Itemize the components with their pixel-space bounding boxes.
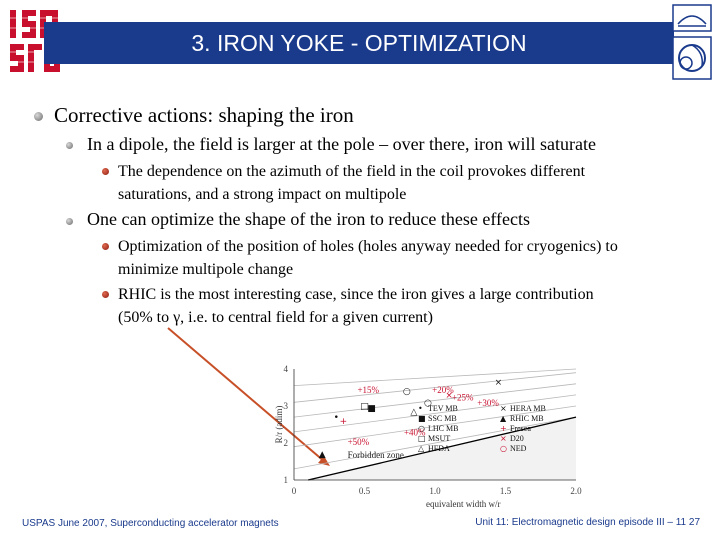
bullet-level3: The dependence on the azimuth of the fie… — [118, 160, 698, 206]
bullet-icon — [66, 218, 73, 225]
y-tick-label: 3 — [284, 401, 289, 411]
legend-label: D20 — [510, 434, 524, 443]
y-tick-label: 1 — [284, 475, 289, 485]
legend-symbol: ○ — [500, 444, 507, 453]
bullet-line: Optimization of the position of holes (h… — [118, 238, 618, 255]
page-title: 3. IRON YOKE - OPTIMIZATION — [191, 29, 527, 56]
data-point: □ — [360, 402, 369, 412]
data-point: ■ — [367, 404, 376, 414]
legend-symbol: ■ — [418, 414, 426, 423]
y-axis-label: R/r (adim) — [274, 406, 284, 444]
bullet-icon — [102, 291, 109, 298]
bullet-line: minimize multipole change — [118, 261, 294, 278]
iso-line — [293, 416, 577, 470]
iso-line — [293, 405, 577, 448]
data-point: ○ — [424, 398, 432, 408]
bullet-icon — [34, 112, 43, 121]
legend-label: Fresca — [510, 424, 531, 433]
bullet-line: The dependence on the azimuth of the fie… — [118, 163, 586, 180]
legend-label: LHC MB — [428, 424, 458, 433]
data-point: ○ — [403, 387, 411, 397]
x-tick-label: 2.0 — [570, 486, 582, 496]
percent-label: +25% — [452, 392, 474, 402]
footer-right: Unit 11: Electromagnetic design episode … — [475, 517, 700, 528]
legend-label: TEV MB — [428, 404, 458, 413]
percent-label: +15% — [357, 385, 379, 395]
cern-logo — [672, 36, 712, 80]
legend-symbol: + — [500, 424, 507, 433]
legend-symbol: △ — [418, 444, 425, 453]
iso-line — [293, 383, 577, 418]
title-bar: 3. IRON YOKE - OPTIMIZATION — [44, 22, 674, 64]
data-point: × — [495, 378, 503, 388]
bullet-icon — [66, 142, 73, 149]
y-tick-label: 2 — [284, 438, 289, 448]
legend-label: HERA MB — [510, 404, 546, 413]
legend-symbol: ○ — [418, 424, 425, 433]
data-point: △ — [410, 408, 417, 418]
percent-label: +40% — [404, 428, 426, 438]
forbidden-zone-label: Forbidden zone — [348, 450, 404, 460]
percent-label: +20% — [432, 385, 454, 395]
bullet-icon — [102, 243, 109, 250]
legend-label: NED — [510, 444, 527, 453]
legend-label: SSC MB — [428, 414, 457, 423]
footer-left: USPAS June 2007, Superconducting acceler… — [22, 518, 279, 529]
legend-symbol: ▲ — [500, 414, 507, 423]
x-tick-label: 1.5 — [500, 486, 512, 496]
data-point: ▲ — [319, 450, 326, 460]
legend-symbol: × — [500, 434, 507, 443]
x-tick-label: 0.5 — [359, 486, 371, 496]
bullet-level3: RHIC is the most interesting case, since… — [118, 283, 708, 329]
x-tick-label: 1.0 — [429, 486, 441, 496]
iron-optimization-chart: 0 0.5 1.0 1.5 2.0 1 2 3 4 equivalent width w/r R/r… — [274, 364, 582, 509]
x-axis-label: equivalent width w/r — [426, 499, 500, 509]
percent-label: +50% — [348, 437, 370, 447]
bullet-line: RHIC is the most interesting case, since… — [118, 286, 594, 303]
legend-symbol: □ — [418, 434, 426, 443]
legend-label: HFDA — [428, 444, 450, 453]
y-tick-label: 4 — [284, 364, 289, 374]
data-point: × — [445, 391, 453, 401]
building-logo — [672, 4, 712, 32]
iso-line — [293, 368, 577, 387]
boundary-line — [307, 416, 577, 481]
legend-symbol: • — [418, 404, 423, 413]
iso-line — [293, 394, 577, 433]
bullet-level3: Optimization of the position of holes (h… — [118, 235, 708, 281]
bullet-line: (50% to γ, i.e. to central field for a g… — [118, 309, 433, 326]
data-point: • — [334, 413, 339, 423]
bullet-line: saturations, and a strong impact on mult… — [118, 186, 407, 203]
x-tick-label: 0 — [292, 486, 297, 496]
bullet-level2: One can optimize the shape of the iron t… — [87, 209, 530, 229]
bullet-icon — [102, 168, 109, 175]
bullet-level1: Corrective actions: shaping the iron — [54, 103, 354, 127]
iso-line — [293, 372, 577, 403]
data-point: + — [340, 417, 348, 427]
legend-label: MSUT — [428, 434, 450, 443]
legend-label: RHIC MB — [510, 414, 544, 423]
forbidden-zone — [294, 417, 576, 480]
percent-label: +30% — [477, 398, 499, 408]
legend-symbol: × — [500, 404, 507, 413]
bullet-level2: In a dipole, the field is larger at the … — [87, 134, 596, 154]
